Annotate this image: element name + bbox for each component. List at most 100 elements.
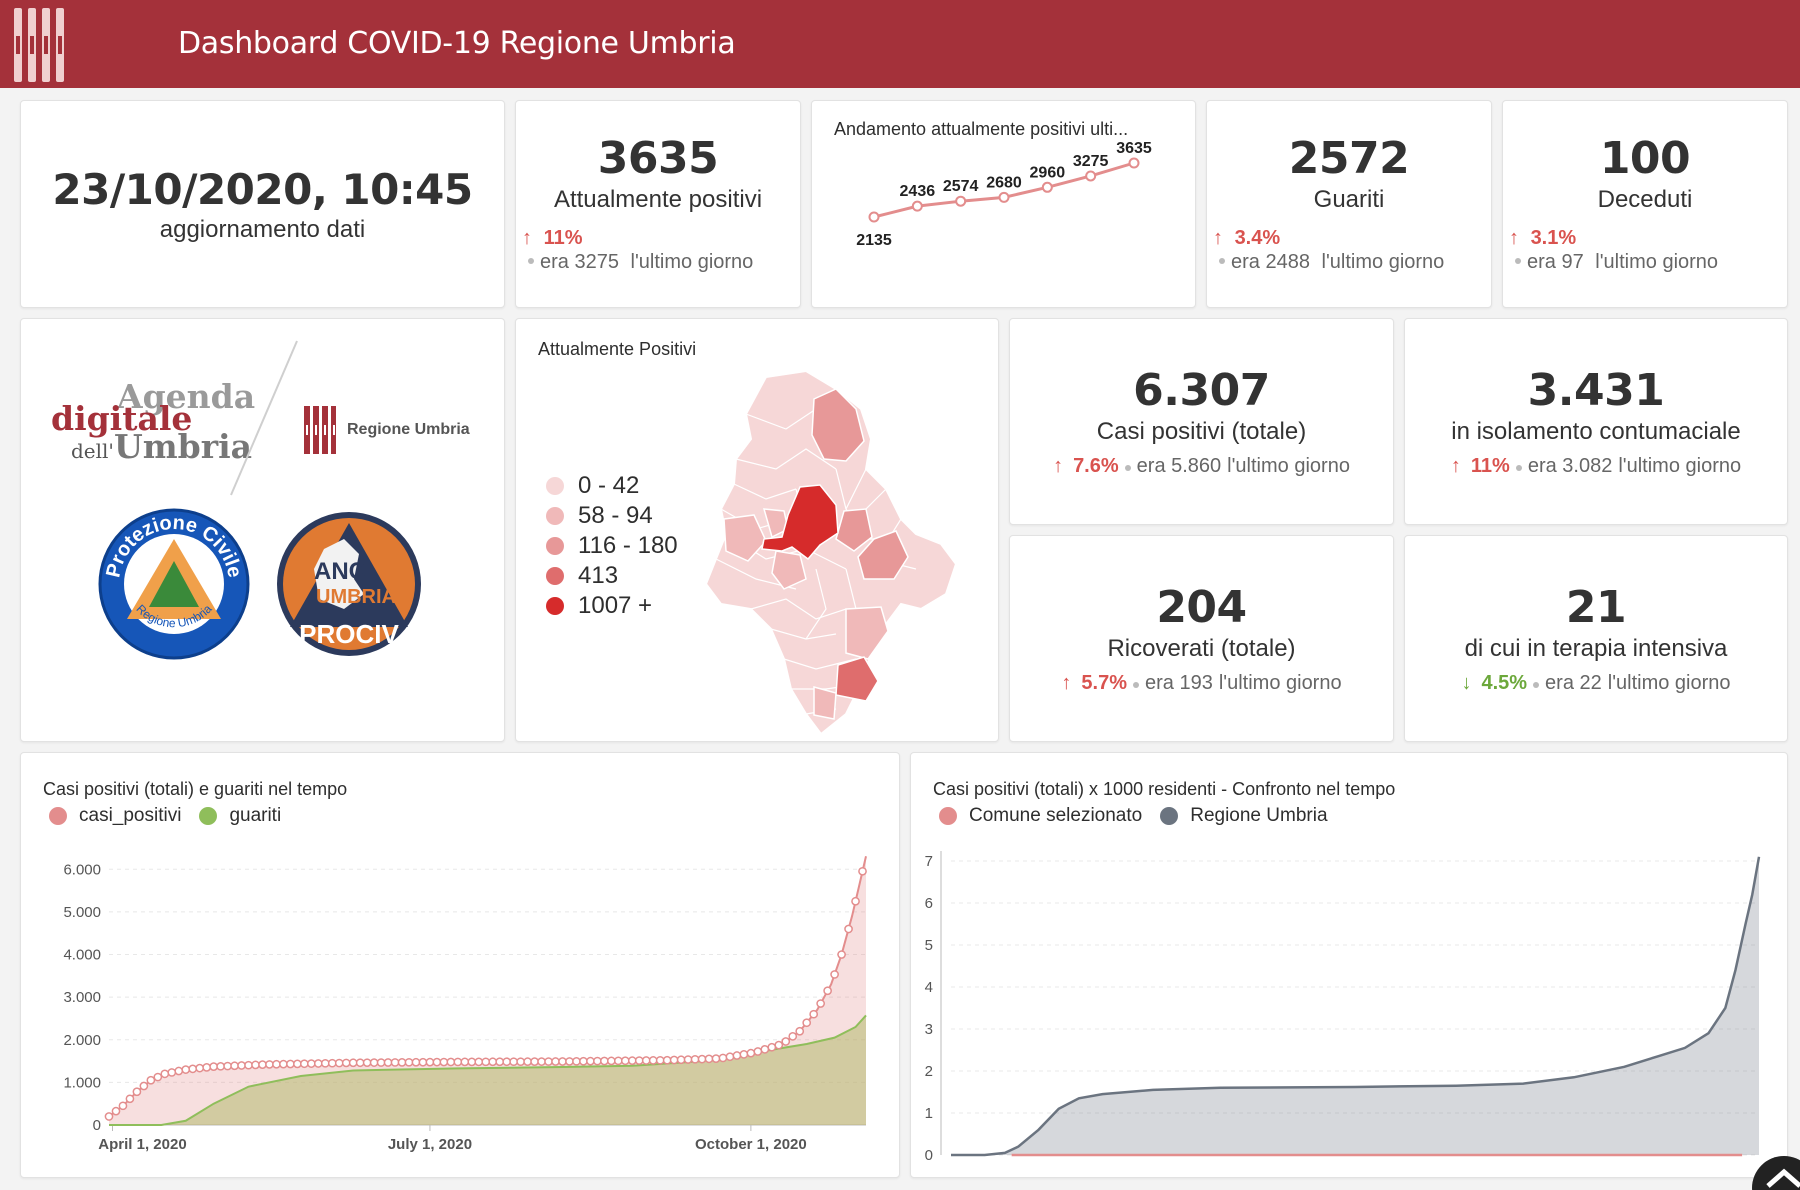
casi-positivi-point — [711, 1054, 721, 1063]
casi-positivi-point — [774, 1040, 784, 1050]
kpi-value: 3635 — [597, 133, 719, 184]
casi-positivi-point — [313, 1059, 323, 1068]
trend-data-label: 2436 — [900, 183, 936, 200]
confronto-area-chart[interactable]: 0 1 2 3 4 5 6 7 — [911, 753, 1788, 1178]
casi-positivi-point — [125, 1094, 135, 1104]
y-tick-label: 3 — [925, 1021, 933, 1038]
casi-positivi-point — [397, 1058, 407, 1067]
kpi-value: 204 — [1156, 582, 1247, 633]
legend-label: guariti — [229, 805, 282, 826]
casi-positivi-point — [767, 1042, 777, 1052]
casi-positivi-point — [160, 1069, 170, 1079]
casi-positivi-point — [697, 1054, 707, 1064]
casi-positivi-point — [606, 1056, 616, 1066]
casi-positivi-point — [362, 1058, 372, 1068]
kpi-prev: era 2488 — [1231, 251, 1310, 273]
agenda-digitale-logo: Agenda digitale dell'Umbria — [49, 377, 259, 467]
casi-positivi-point — [809, 1009, 819, 1019]
casi-positivi-point — [795, 1026, 805, 1036]
map-region-medium — [857, 530, 909, 580]
casi-positivi-point — [781, 1037, 791, 1046]
map-legend-item: 413 — [546, 562, 678, 589]
chevron-up-icon — [1766, 1168, 1800, 1188]
casi-positivi-point — [593, 1056, 602, 1066]
casi-positivi-point — [537, 1057, 546, 1066]
update-label: aggiornamento dati — [159, 215, 366, 243]
kpi-prev: era 3275 — [540, 251, 619, 273]
kpi-delta: 7.6% — [1073, 455, 1119, 477]
arrow-up-icon: ↑ — [1509, 227, 1519, 249]
casi-positivi-point — [690, 1054, 700, 1064]
kpi-period: l'ultimo giorno — [1218, 672, 1342, 694]
dot-icon — [1515, 258, 1521, 265]
legend-item-casi-positivi[interactable]: casi_positivi — [49, 805, 181, 827]
y-tick-label: 5.000 — [63, 904, 101, 921]
casi-positivi-point — [823, 986, 832, 996]
trend-point — [1128, 157, 1140, 169]
casi-positivi-point — [223, 1061, 232, 1071]
legend-swatch — [939, 807, 957, 825]
casi-positivi-point — [258, 1060, 267, 1069]
casi-positivi-point — [704, 1054, 714, 1064]
legend-label: 58 - 94 — [578, 502, 653, 529]
legend-label: 1007 + — [578, 592, 653, 619]
casi-positivi-point — [655, 1055, 665, 1065]
legend-swatch — [546, 477, 564, 495]
dot-icon — [1132, 682, 1139, 688]
y-tick-label: 4.000 — [63, 947, 101, 964]
casi-positivi-point — [132, 1087, 142, 1097]
kpi-delta: 3.1% — [1530, 227, 1577, 249]
kpi-period: l'ultimo giorno — [1607, 672, 1731, 694]
casi-positivi-point — [648, 1056, 658, 1065]
kpi-prev: era 22 — [1545, 672, 1602, 694]
casi-positivi-point — [104, 1112, 114, 1121]
trend-point — [1041, 181, 1053, 193]
map-legend-item: 116 - 180 — [546, 532, 678, 559]
casi-positivi-point — [558, 1057, 567, 1066]
map-legend-item: 58 - 94 — [546, 502, 678, 529]
kpi-label: in isolamento contumaciale — [1451, 418, 1741, 445]
kpi-period: l'ultimo giorno — [630, 251, 754, 273]
casi-positivi-point — [146, 1075, 156, 1085]
casi-guariti-area-chart[interactable]: 0 1.000 2.000 3.000 4.000 5.000 6.000 April 1, … — [21, 753, 900, 1178]
y-tick-label: 1.000 — [63, 1074, 101, 1091]
legend-item-regione[interactable]: Regione Umbria — [1160, 805, 1328, 827]
casi-positivi-point — [181, 1065, 191, 1074]
casi-positivi-point — [544, 1057, 553, 1066]
trend-point — [955, 195, 967, 207]
regione-umbria-logo-icon — [14, 8, 64, 82]
casi-positivi-point — [390, 1058, 400, 1067]
dot-icon — [1515, 465, 1522, 471]
casi-positivi-point — [334, 1058, 344, 1068]
casi-positivi-point — [732, 1051, 742, 1060]
legend-swatch — [1160, 807, 1179, 825]
casi-positivi-point — [488, 1057, 498, 1067]
y-tick-label: 1 — [925, 1105, 933, 1122]
chart-confronto-card: Casi positivi (totali) x 1000 residenti … — [910, 752, 1788, 1178]
map-legend: 0 - 42 58 - 94 116 - 180 413 1007 + — [546, 472, 678, 624]
map-legend-item: 1007 + — [546, 592, 678, 619]
casi-positivi-point — [565, 1057, 574, 1066]
casi-positivi-point — [286, 1059, 295, 1069]
casi-positivi-point — [830, 970, 839, 979]
map-region-light — [845, 606, 889, 660]
umbria-choropleth-map[interactable] — [696, 369, 986, 739]
arrow-up-icon: ↑ — [1213, 227, 1223, 249]
anci-line1: ANCI — [314, 558, 373, 585]
agenda-line3a: dell' — [71, 439, 114, 463]
scroll-top-button[interactable] — [1752, 1156, 1800, 1190]
kpi-value: 100 — [1599, 133, 1691, 184]
trend-data-label: 2680 — [986, 174, 1022, 191]
casi-positivi-point — [760, 1045, 770, 1054]
kpi-delta: 5.7% — [1081, 672, 1127, 694]
kpi-deceduti: 100 Deceduti ↑ 3.1% era 97 l'ultimo gior… — [1502, 100, 1788, 308]
legend-swatch — [199, 807, 218, 825]
legend-item-guariti[interactable]: guariti — [199, 805, 281, 827]
legend-item-comune[interactable]: Comune selezionato — [939, 805, 1142, 827]
kpi-delta: 11% — [1470, 455, 1510, 477]
legend-swatch — [546, 597, 564, 615]
legend-label: 413 — [578, 562, 619, 589]
anci-umbria-logo-icon: ANCI UMBRIA PROCIV — [277, 512, 421, 656]
kpi-period: l'ultimo giorno — [1595, 251, 1719, 273]
regione-umbria-emblem-icon — [304, 406, 336, 454]
